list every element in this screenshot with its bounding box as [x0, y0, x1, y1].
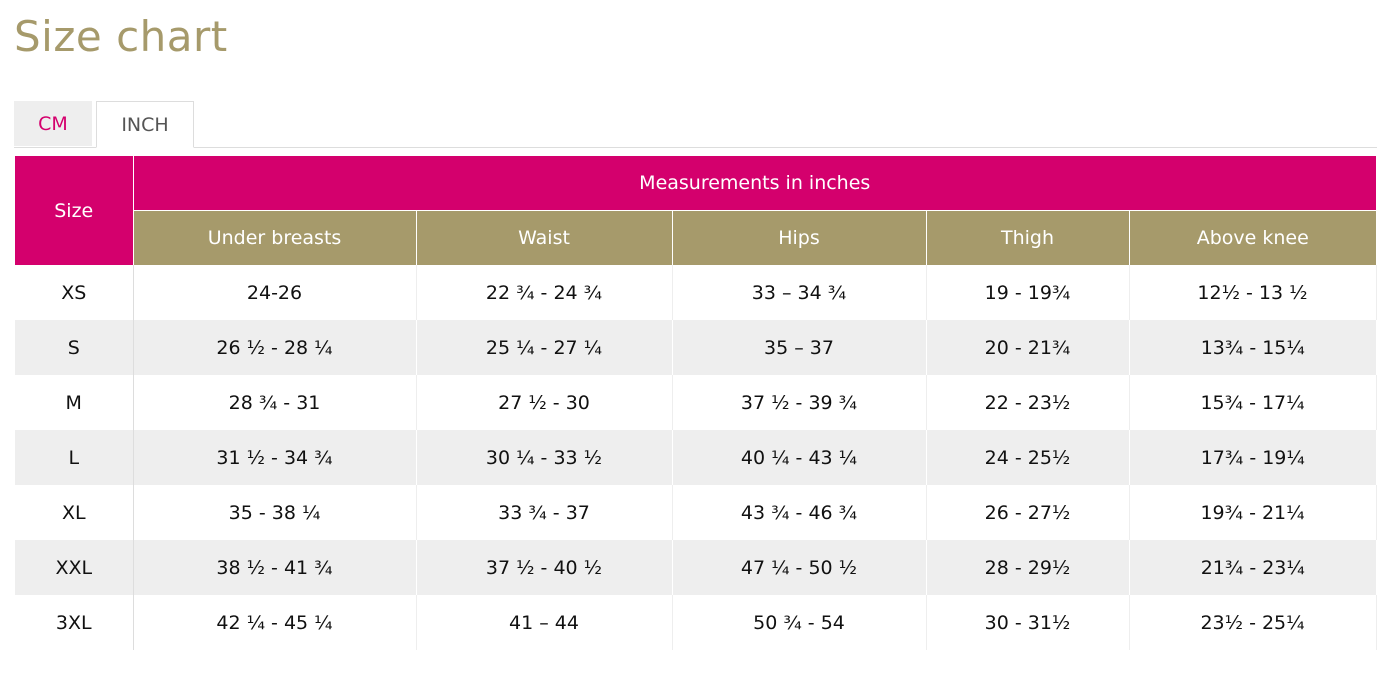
size-cell: L [15, 430, 134, 485]
size-cell: XS [15, 265, 134, 320]
measurements-group-header: Measurements in inches [133, 156, 1376, 211]
tab-inch[interactable]: INCH [96, 101, 194, 148]
table-row: M 28 ¾ - 31 27 ½ - 30 37 ½ - 39 ¾ 22 - 2… [15, 375, 1377, 430]
table-cell: 50 ¾ - 54 [672, 595, 927, 650]
table-cell: 25 ¼ - 27 ¼ [416, 320, 673, 375]
size-cell: XL [15, 485, 134, 540]
page-title: Size chart [14, 12, 228, 61]
table-cell: 43 ¾ - 46 ¾ [672, 485, 927, 540]
table-cell: 26 - 27½ [926, 485, 1130, 540]
table-cell: 27 ½ - 30 [416, 375, 673, 430]
table-cell: 20 - 21¾ [926, 320, 1130, 375]
table-cell: 19 - 19¾ [926, 265, 1130, 320]
table-cell: 12½ - 13 ½ [1129, 265, 1377, 320]
table-header-row-columns: Under breasts Waist Hips Thigh Above kne… [15, 210, 1376, 265]
table-cell: 24-26 [133, 265, 417, 320]
table-cell: 33 ¾ - 37 [416, 485, 673, 540]
column-header-above-knee: Above knee [1129, 210, 1376, 265]
column-header-thigh: Thigh [926, 210, 1130, 265]
table-row: XL 35 - 38 ¼ 33 ¾ - 37 43 ¾ - 46 ¾ 26 - … [15, 485, 1377, 540]
table-cell: 38 ½ - 41 ¾ [133, 540, 417, 595]
table-header-row-group: Size Measurements in inches [15, 156, 1376, 265]
size-cell: S [15, 320, 134, 375]
table-cell: 37 ½ - 40 ½ [416, 540, 673, 595]
table-cell: 41 – 44 [416, 595, 673, 650]
table-cell: 33 – 34 ¾ [672, 265, 927, 320]
table-cell: 24 - 25½ [926, 430, 1130, 485]
size-column-header: Size [15, 156, 134, 265]
table-cell: 30 - 31½ [926, 595, 1130, 650]
table-cell: 19¾ - 21¼ [1129, 485, 1377, 540]
table-cell: 37 ½ - 39 ¾ [672, 375, 927, 430]
size-chart-table: Size Measurements in inches Under breast… [15, 156, 1377, 650]
table-cell: 35 - 38 ¼ [133, 485, 417, 540]
table-row: XS 24-26 22 ¾ - 24 ¾ 33 – 34 ¾ 19 - 19¾ … [15, 265, 1377, 320]
column-header-hips: Hips [672, 210, 927, 265]
table-cell: 22 ¾ - 24 ¾ [416, 265, 673, 320]
tab-cm[interactable]: CM [14, 101, 92, 146]
table-row: XXL 38 ½ - 41 ¾ 37 ½ - 40 ½ 47 ¼ - 50 ½ … [15, 540, 1376, 595]
table-cell: 35 – 37 [672, 320, 927, 375]
unit-tabs: CM INCH [14, 101, 1377, 148]
table-cell: 26 ½ - 28 ¼ [133, 320, 417, 375]
table-cell: 47 ¼ - 50 ½ [672, 540, 927, 595]
size-cell: XXL [15, 540, 134, 595]
table-cell: 15¾ - 17¼ [1129, 375, 1377, 430]
table-cell: 31 ½ - 34 ¾ [133, 430, 417, 485]
size-cell: 3XL [15, 595, 134, 650]
table-cell: 30 ¼ - 33 ½ [416, 430, 673, 485]
table-cell: 17¾ - 19¼ [1129, 430, 1376, 485]
size-cell: M [15, 375, 134, 430]
table-cell: 28 - 29½ [926, 540, 1130, 595]
table-row: 3XL 42 ¼ - 45 ¼ 41 – 44 50 ¾ - 54 30 - 3… [15, 595, 1377, 650]
table-row: S 26 ½ - 28 ¼ 25 ¼ - 27 ¼ 35 – 37 20 - 2… [15, 320, 1376, 375]
table-cell: 42 ¼ - 45 ¼ [133, 595, 417, 650]
table-cell: 22 - 23½ [926, 375, 1130, 430]
column-header-waist: Waist [416, 210, 673, 265]
table-cell: 23½ - 25¼ [1129, 595, 1377, 650]
table-cell: 13¾ - 15¼ [1129, 320, 1376, 375]
table-row: L 31 ½ - 34 ¾ 30 ¼ - 33 ½ 40 ¼ - 43 ¼ 24… [15, 430, 1376, 485]
table-cell: 21¾ - 23¼ [1129, 540, 1376, 595]
table-cell: 28 ¾ - 31 [133, 375, 417, 430]
column-header-under-breasts: Under breasts [133, 210, 417, 265]
table-cell: 40 ¼ - 43 ¼ [672, 430, 927, 485]
